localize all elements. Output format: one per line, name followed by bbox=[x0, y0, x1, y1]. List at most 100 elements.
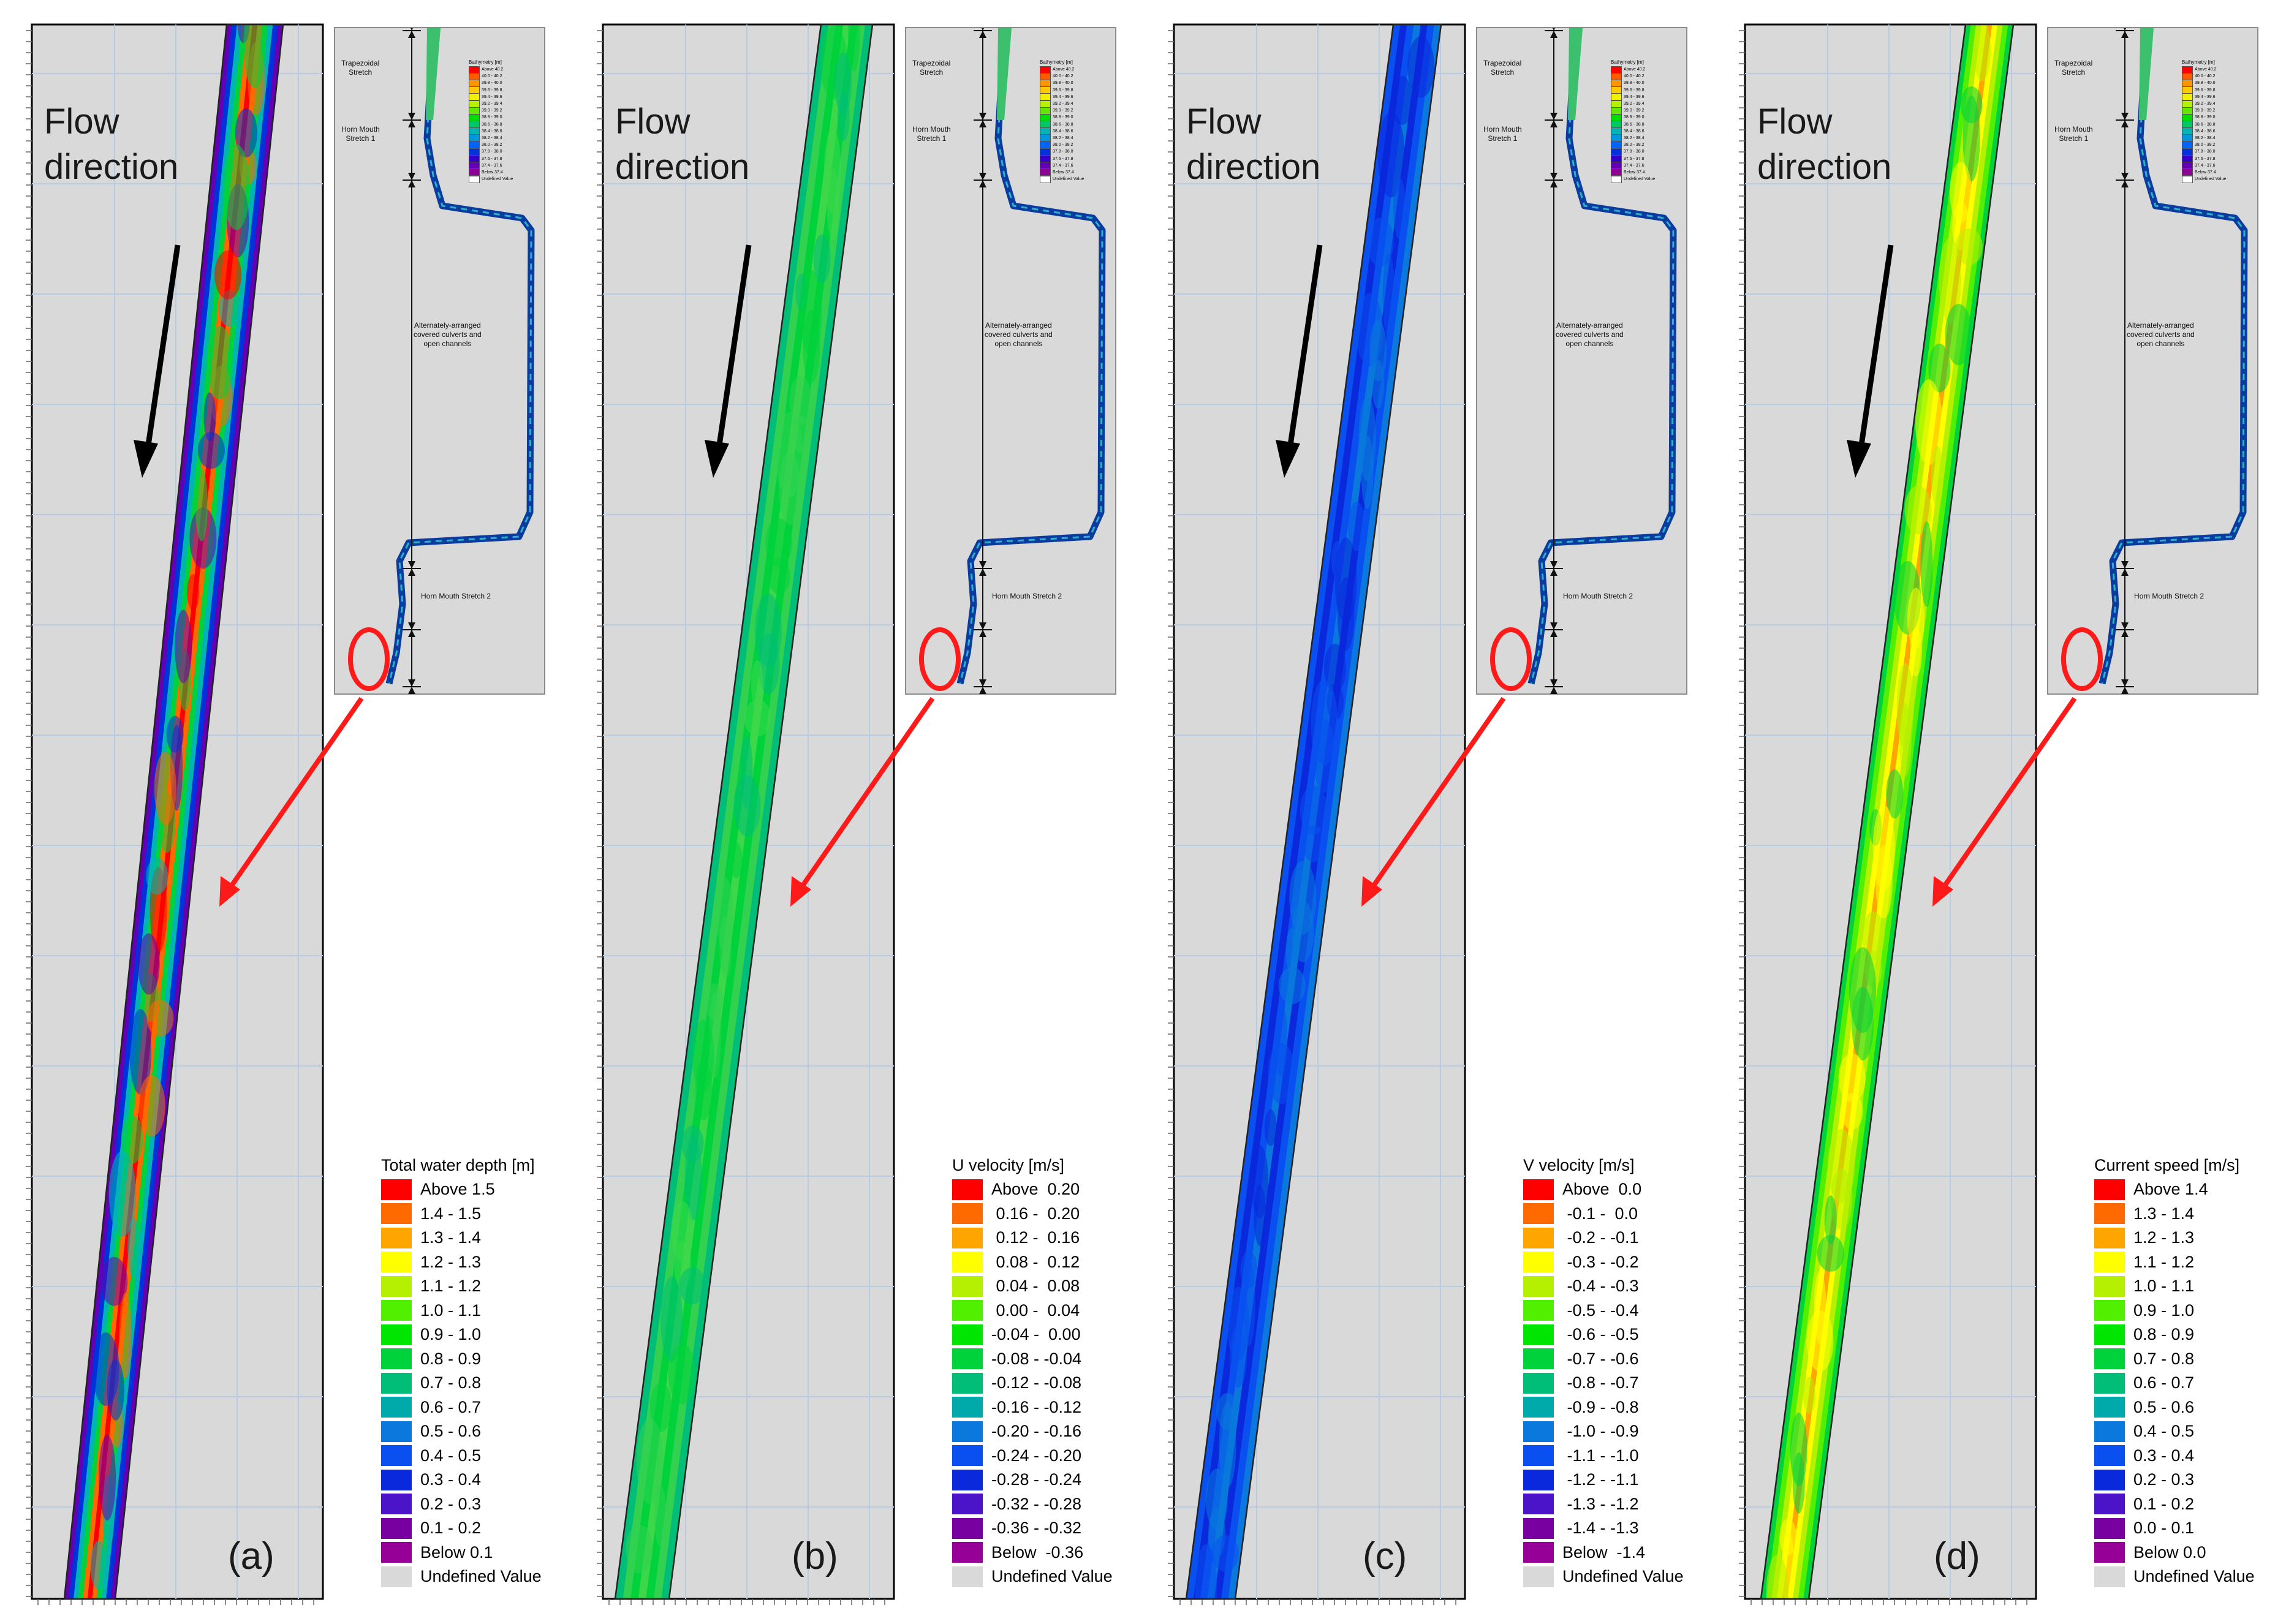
inset-dimension-arrow bbox=[979, 630, 986, 637]
inset-legend-label: 39.0 - 39.2 bbox=[2195, 108, 2216, 113]
inset-legend-swatch bbox=[1040, 148, 1051, 156]
inset-legend-swatch bbox=[1611, 148, 1622, 156]
legend-label: 0.6 - 0.7 bbox=[420, 1397, 482, 1416]
legend-swatch bbox=[2094, 1252, 2125, 1273]
field-patch bbox=[681, 1125, 704, 1163]
inset-legend-row: Below 37.4 bbox=[1040, 168, 1084, 176]
legend-label: 0.16 - 0.20 bbox=[991, 1204, 1080, 1223]
field-patch bbox=[847, 25, 860, 72]
legend-row: -0.28 - -0.24 bbox=[952, 1468, 1113, 1492]
panel-letter: (d) bbox=[1934, 1535, 1980, 1577]
field-patch bbox=[754, 593, 782, 667]
legend-label: -0.2 - -0.1 bbox=[1562, 1228, 1639, 1247]
panel-letter: (b) bbox=[792, 1535, 838, 1577]
field-patch bbox=[1814, 1271, 1826, 1345]
inset-legend-swatch bbox=[1611, 66, 1622, 74]
inset-legend-title: Bathymetry [m] bbox=[469, 59, 502, 65]
legend-swatch bbox=[952, 1445, 983, 1467]
inset-dimension-arrow bbox=[1550, 561, 1557, 568]
legend-title: V velocity [m/s] bbox=[1523, 1156, 1635, 1174]
highlight-circle bbox=[1490, 627, 1532, 691]
inset-legend-label: 38.2 - 38.4 bbox=[2195, 135, 2216, 140]
inset-dimension-arrow bbox=[1550, 687, 1557, 694]
legend-swatch bbox=[952, 1324, 983, 1345]
legend-row: -0.08 - -0.04 bbox=[952, 1347, 1113, 1372]
location-inset: Trapezoidal Stretch Horn Mouth Stretch 1 A… bbox=[334, 27, 545, 695]
inset-legend-label: 37.4 - 37.6 bbox=[2195, 163, 2216, 168]
inset-legend-row: 39.2 - 39.4 bbox=[1040, 100, 1084, 108]
legend-label: 1.2 - 1.3 bbox=[2133, 1228, 2195, 1247]
map-a bbox=[26, 23, 364, 1605]
field-patch bbox=[730, 841, 743, 878]
field-patch bbox=[1212, 1535, 1240, 1572]
inset-legend-swatch bbox=[1040, 93, 1051, 101]
inset-legend-label: 39.8 - 40.0 bbox=[1053, 81, 1073, 86]
inset-dimension-arrow bbox=[1550, 113, 1557, 120]
legend-row: 0.9 - 1.0 bbox=[2094, 1299, 2255, 1323]
legend-row: -0.24 - -0.20 bbox=[952, 1444, 1113, 1468]
inset-legend-swatch bbox=[1040, 175, 1051, 183]
flow-arrow-head bbox=[1276, 440, 1300, 478]
inset-canal-core bbox=[1530, 28, 1675, 684]
inset-legend-row: 38.4 - 38.6 bbox=[469, 127, 513, 135]
legend-swatch bbox=[2094, 1469, 2125, 1490]
field-patch bbox=[154, 752, 176, 826]
inset-trapezoidal-reach bbox=[997, 28, 1012, 120]
inset-legend-row: 37.6 - 37.8 bbox=[2182, 155, 2226, 163]
field-patch bbox=[1960, 86, 1983, 124]
zoom-arrow-head bbox=[1361, 876, 1382, 907]
inset-legend-row: 37.8 - 38.0 bbox=[1040, 148, 1084, 156]
legend-swatch bbox=[381, 1300, 412, 1321]
inset-legend-row: 37.6 - 37.8 bbox=[1040, 155, 1084, 163]
inset-label-trapezoidal: Trapezoidal Stretch bbox=[2054, 59, 2093, 77]
field-patch bbox=[740, 735, 753, 809]
panel-letter: (c) bbox=[1363, 1535, 1407, 1577]
field-patch bbox=[1407, 36, 1435, 98]
field-patch bbox=[1334, 537, 1357, 624]
inset-label-trapezoidal: Trapezoidal Stretch bbox=[912, 59, 951, 77]
inset-dimension-arrow bbox=[1550, 568, 1557, 576]
inset-legend-swatch bbox=[469, 100, 480, 108]
inset-legend-row: 38.8 - 39.0 bbox=[1040, 113, 1084, 121]
inset-label-horn2: Horn Mouth Stretch 2 bbox=[1563, 592, 1633, 600]
inset-legend-row: 37.6 - 37.8 bbox=[469, 155, 513, 163]
legend-label: -1.1 - -1.0 bbox=[1562, 1446, 1639, 1465]
channel-outline bbox=[614, 23, 874, 1600]
legend-label: Above 1.4 bbox=[2133, 1180, 2208, 1199]
legend-row: 0.0 - 0.1 bbox=[2094, 1516, 2255, 1541]
legend-swatch bbox=[1523, 1445, 1554, 1467]
inset-legend-title: Bathymetry [m] bbox=[2182, 59, 2215, 65]
field-patch bbox=[1896, 663, 1914, 749]
inset-dimension-arrow bbox=[1550, 173, 1557, 180]
field-patch bbox=[1323, 643, 1346, 693]
inset-label-culverts: Alternately-arranged covered culverts an… bbox=[1556, 321, 1624, 348]
field-patch bbox=[222, 144, 250, 230]
inset-legend-row: 39.2 - 39.4 bbox=[2182, 100, 2226, 108]
inset-legend-label: 39.6 - 39.8 bbox=[482, 88, 502, 93]
field-patch bbox=[1377, 111, 1405, 198]
legend-swatch bbox=[1523, 1542, 1554, 1563]
inset-legend-swatch bbox=[469, 66, 480, 74]
legend-swatch bbox=[2094, 1227, 2125, 1248]
field-patch bbox=[98, 1435, 116, 1521]
inset-legend-row: Above 40.2 bbox=[1040, 66, 1084, 74]
legend-swatch bbox=[381, 1348, 412, 1370]
inset-legend-swatch bbox=[469, 86, 480, 94]
flow-direction-label: Flow direction bbox=[615, 102, 750, 187]
field-patch bbox=[671, 1201, 694, 1263]
inset-dimension-arrow bbox=[2121, 687, 2129, 694]
inset-legend-row: 39.0 - 39.2 bbox=[1040, 107, 1084, 115]
inset-legend-swatch bbox=[1040, 66, 1051, 74]
field-patch bbox=[1382, 254, 1395, 340]
field-patch bbox=[1251, 1145, 1269, 1219]
field-patch bbox=[175, 610, 192, 684]
legend-row: 0.4 - 0.5 bbox=[381, 1444, 542, 1468]
legend-row: 1.1 - 1.2 bbox=[381, 1274, 542, 1299]
inset-legend-row: Undefined Value bbox=[1040, 175, 1084, 183]
legend-label: 0.1 - 0.2 bbox=[420, 1519, 482, 1538]
legend-swatch bbox=[1523, 1203, 1554, 1225]
inset-dimension-arrow bbox=[979, 173, 986, 180]
inset-legend-swatch bbox=[1611, 121, 1622, 129]
inset-legend-row: 37.8 - 38.0 bbox=[1611, 148, 1655, 156]
inset-dimension-arrow bbox=[2121, 180, 2129, 187]
